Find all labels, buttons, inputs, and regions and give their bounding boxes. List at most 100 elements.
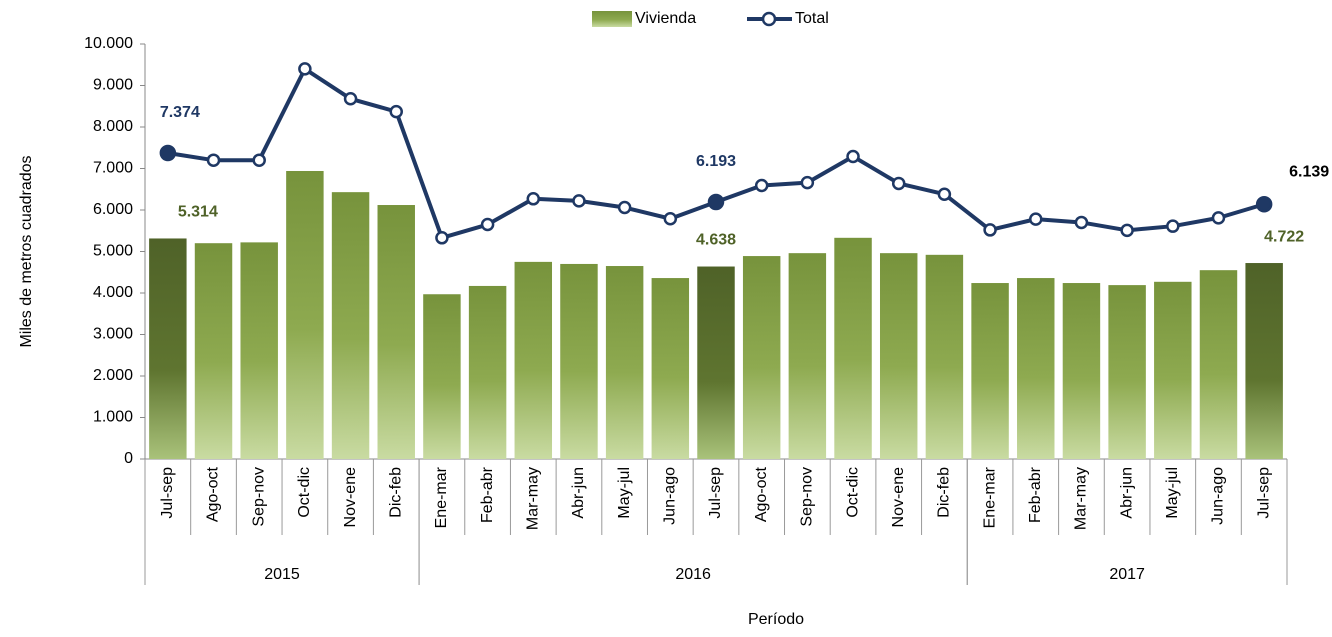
bar bbox=[377, 205, 415, 459]
legend-swatch bbox=[592, 11, 632, 27]
line-marker bbox=[891, 176, 906, 191]
line-marker bbox=[800, 175, 815, 190]
bar bbox=[925, 254, 964, 459]
line-marker bbox=[1255, 195, 1273, 213]
x-tick-label: Feb-abr bbox=[479, 466, 496, 523]
bar-value-label: 4.638 bbox=[696, 232, 736, 249]
y-tick-label: 8.000 bbox=[93, 118, 133, 135]
line-marker bbox=[617, 200, 632, 215]
line-value-label: 7.374 bbox=[160, 104, 200, 121]
line-marker bbox=[389, 104, 403, 119]
x-tick-label: Mar-may bbox=[1073, 467, 1090, 530]
x-tick-label: Nov-ene bbox=[342, 467, 359, 528]
line-marker bbox=[480, 217, 495, 232]
bar-value-label: 5.314 bbox=[178, 204, 218, 221]
bar bbox=[331, 192, 370, 459]
bar bbox=[1199, 270, 1238, 459]
y-tick-label: 5.000 bbox=[93, 243, 133, 260]
line-marker bbox=[1211, 211, 1226, 225]
x-tick-label: Abr-jun bbox=[1118, 467, 1135, 519]
line-marker bbox=[435, 231, 449, 245]
bar-value-label: 4.722 bbox=[1264, 228, 1304, 245]
line-marker bbox=[937, 187, 952, 201]
y-tick-label: 4.000 bbox=[93, 284, 133, 301]
x-tick-label: Ago-oct bbox=[205, 466, 222, 522]
x-tick-label: Ene-mar bbox=[433, 466, 450, 528]
y-tick-label: 6.000 bbox=[93, 201, 133, 218]
group-label: 2015 bbox=[264, 566, 300, 583]
bar bbox=[971, 283, 1009, 459]
x-tick-label: Feb-abr bbox=[1027, 466, 1044, 523]
bar bbox=[879, 253, 918, 459]
bar bbox=[1017, 278, 1055, 459]
y-tick-label: 3.000 bbox=[93, 326, 133, 343]
line-marker bbox=[572, 194, 586, 208]
line-marker bbox=[846, 149, 860, 164]
bar bbox=[1108, 285, 1146, 459]
line-marker bbox=[1120, 223, 1134, 238]
bar bbox=[194, 243, 233, 459]
x-tick-label: Sep-nov bbox=[799, 467, 816, 527]
x-tick-label: Oct-dic bbox=[844, 467, 861, 518]
x-tick-label: Jul-sep bbox=[159, 467, 176, 519]
bar bbox=[742, 256, 781, 459]
bar bbox=[514, 261, 553, 459]
x-tick-label: Nov-ene bbox=[890, 467, 907, 528]
line-marker bbox=[707, 193, 725, 211]
line-marker bbox=[1074, 215, 1089, 230]
legend-label: Vivienda bbox=[635, 10, 696, 27]
bar bbox=[1062, 283, 1101, 459]
line-marker bbox=[754, 178, 769, 193]
x-tick-label: Ago-oct bbox=[753, 466, 770, 522]
bar bbox=[468, 285, 507, 459]
bar bbox=[834, 237, 872, 459]
y-tick-label: 10.000 bbox=[84, 35, 133, 52]
bar bbox=[697, 266, 735, 459]
bar bbox=[1245, 263, 1283, 459]
y-tick-label: 2.000 bbox=[93, 367, 133, 384]
bar bbox=[651, 278, 690, 459]
y-axis-label: Miles de metros cuadrados bbox=[18, 155, 35, 347]
line-marker bbox=[663, 211, 678, 226]
line-marker bbox=[343, 92, 358, 106]
x-tick-label: Ene-mar bbox=[981, 466, 998, 528]
bar bbox=[423, 294, 461, 459]
y-tick-label: 7.000 bbox=[93, 160, 133, 177]
line-marker bbox=[206, 153, 221, 167]
y-tick-label: 0 bbox=[124, 450, 133, 467]
bar bbox=[286, 170, 324, 460]
line-value-label: 6.139 bbox=[1289, 163, 1329, 180]
line-marker bbox=[298, 62, 312, 76]
line-marker bbox=[252, 153, 266, 167]
legend-label: Total bbox=[795, 10, 829, 27]
group-label: 2016 bbox=[675, 566, 711, 583]
bar bbox=[1154, 281, 1192, 459]
y-tick-label: 1.000 bbox=[93, 409, 133, 426]
group-label: 2017 bbox=[1109, 566, 1145, 583]
line-marker bbox=[983, 223, 997, 237]
y-tick-label: 9.000 bbox=[93, 77, 133, 94]
x-axis-label: Período bbox=[748, 611, 804, 628]
legend-swatch bbox=[761, 11, 777, 27]
bar bbox=[788, 253, 827, 459]
bar bbox=[240, 242, 278, 459]
x-tick-label: Oct-dic bbox=[296, 467, 313, 518]
x-tick-label: Dic-feb bbox=[387, 467, 404, 518]
x-tick-label: May-jul bbox=[616, 467, 633, 519]
x-tick-label: Sep-nov bbox=[250, 467, 267, 527]
x-tick-label: Jun-ago bbox=[1210, 467, 1227, 525]
x-tick-label: Abr-jun bbox=[570, 467, 587, 519]
x-tick-label: Mar-may bbox=[524, 467, 541, 530]
line-marker bbox=[1166, 219, 1180, 233]
line-marker bbox=[159, 144, 177, 162]
x-tick-label: Jul-sep bbox=[707, 467, 724, 519]
bar bbox=[605, 266, 644, 459]
bar bbox=[560, 263, 598, 459]
line-marker bbox=[526, 192, 541, 206]
x-tick-label: Dic-feb bbox=[936, 467, 953, 518]
x-tick-label: Jun-ago bbox=[662, 467, 679, 525]
line-value-label: 6.193 bbox=[696, 153, 736, 170]
x-tick-label: Jul-sep bbox=[1255, 467, 1272, 519]
bar bbox=[149, 238, 187, 459]
